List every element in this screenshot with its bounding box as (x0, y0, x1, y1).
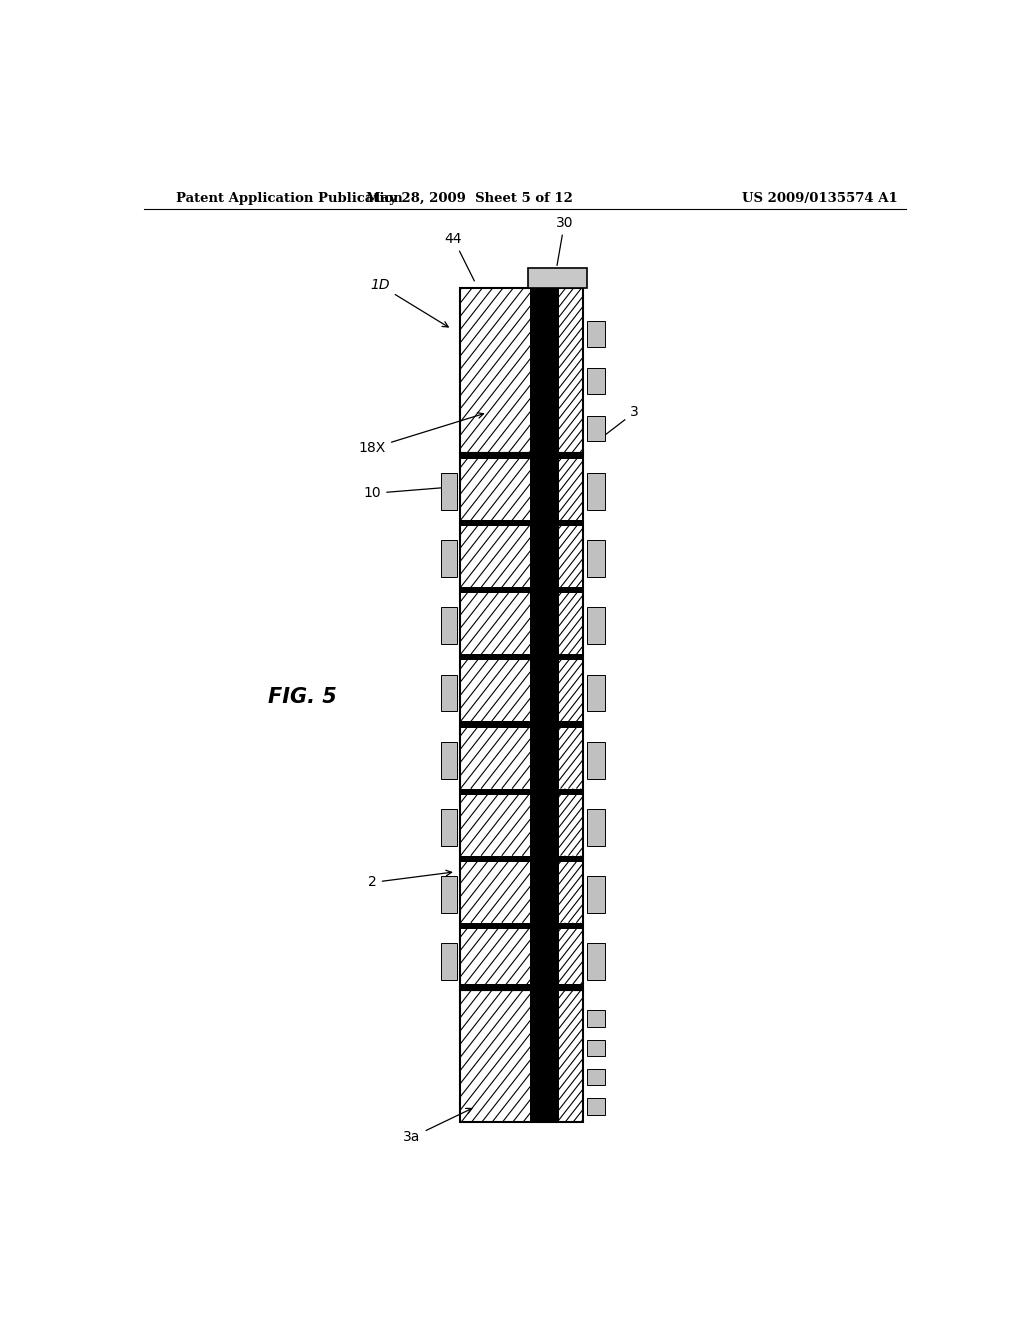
Bar (587, 540, 605, 577)
Bar (587, 1069, 605, 1085)
Bar (587, 474, 605, 510)
Bar (546, 289, 559, 453)
Text: FIG. 5: FIG. 5 (268, 688, 337, 708)
Bar (546, 722, 559, 788)
Bar (546, 923, 583, 990)
Bar (460, 855, 583, 862)
Bar (530, 520, 546, 587)
Bar (441, 675, 458, 711)
Bar (441, 809, 458, 846)
Bar (587, 322, 605, 347)
Text: May 28, 2009  Sheet 5 of 12: May 28, 2009 Sheet 5 of 12 (366, 191, 572, 205)
Bar (546, 855, 583, 923)
Bar (460, 788, 530, 855)
Bar (546, 520, 583, 587)
Bar (460, 923, 530, 990)
Bar (441, 607, 458, 644)
Bar (460, 520, 583, 527)
Bar (546, 855, 559, 923)
Bar (460, 655, 530, 722)
Bar (530, 722, 546, 788)
Bar (546, 587, 559, 655)
Bar (528, 268, 587, 289)
Text: 18X: 18X (358, 413, 483, 455)
Bar (530, 923, 546, 990)
Bar (587, 368, 605, 395)
Bar (587, 742, 605, 779)
Bar (460, 289, 583, 453)
Bar (460, 923, 583, 929)
Bar (460, 453, 530, 520)
Text: 2: 2 (368, 870, 452, 890)
Bar (530, 855, 546, 923)
Bar (546, 990, 559, 1122)
Bar (530, 788, 546, 855)
Bar (546, 655, 583, 722)
Bar (460, 990, 583, 1122)
Bar (441, 540, 458, 577)
Bar (530, 655, 546, 722)
Bar (460, 587, 530, 655)
Bar (587, 1010, 605, 1027)
Bar (546, 923, 559, 990)
Text: 3a: 3a (403, 1109, 472, 1144)
Bar (460, 990, 530, 1122)
Bar (530, 289, 546, 453)
Bar (460, 289, 530, 453)
Bar (530, 990, 546, 1122)
Bar (546, 453, 583, 520)
Text: Patent Application Publication: Patent Application Publication (176, 191, 402, 205)
Text: 1D: 1D (371, 279, 449, 327)
Bar (441, 474, 458, 510)
Bar (546, 655, 559, 722)
Text: US 2009/0135574 A1: US 2009/0135574 A1 (742, 191, 898, 205)
Bar (546, 990, 583, 1122)
Bar (587, 875, 605, 912)
Bar (441, 742, 458, 779)
Text: 3: 3 (598, 405, 639, 441)
Bar (546, 788, 559, 855)
Bar (460, 520, 530, 587)
Text: 44: 44 (444, 232, 474, 281)
Bar (441, 942, 458, 979)
Bar (587, 942, 605, 979)
Bar (460, 722, 530, 788)
Bar (587, 416, 605, 441)
Bar (546, 722, 583, 788)
Bar (587, 1098, 605, 1114)
Text: 30: 30 (556, 215, 573, 265)
Bar (546, 289, 583, 453)
Text: 10: 10 (364, 484, 452, 500)
Bar (587, 607, 605, 644)
Bar (546, 788, 583, 855)
Bar (546, 520, 559, 587)
Bar (460, 788, 583, 795)
Bar (546, 453, 559, 520)
Bar (587, 1040, 605, 1056)
Bar (460, 453, 583, 459)
Bar (441, 875, 458, 912)
Bar (460, 453, 583, 990)
Bar (460, 855, 530, 923)
Bar (587, 809, 605, 846)
Bar (530, 587, 546, 655)
Bar (546, 587, 583, 655)
Bar (460, 983, 583, 990)
Bar (460, 655, 583, 660)
Bar (530, 453, 546, 520)
Bar (460, 587, 583, 594)
Bar (460, 722, 583, 727)
Bar (587, 675, 605, 711)
